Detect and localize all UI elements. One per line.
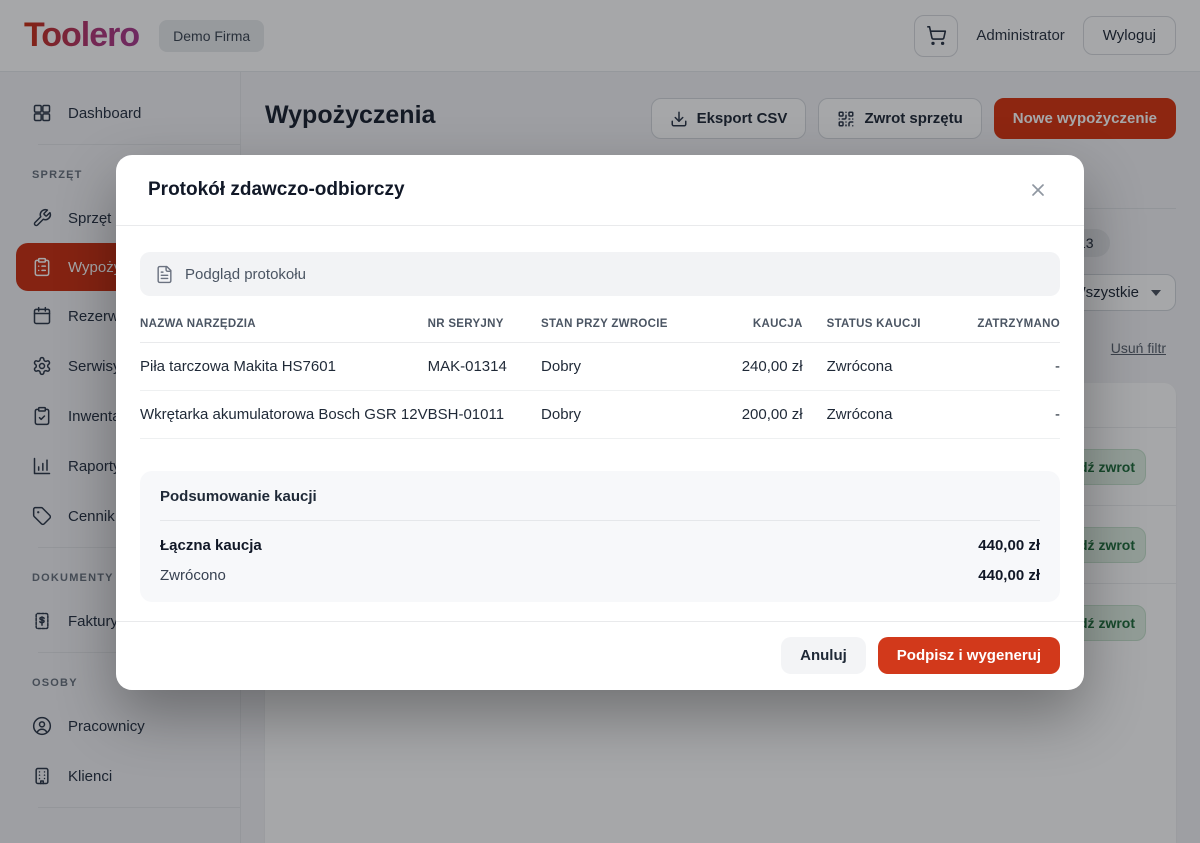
tag-icon (32, 506, 52, 526)
summary-total-row: Łączna kaucja 440,00 zł (160, 537, 1040, 554)
col-zatrzymano: Zatrzymano (951, 318, 1060, 343)
sign-and-generate-button[interactable]: Podpisz i wygeneruj (877, 637, 1060, 674)
download-icon (670, 110, 688, 128)
new-rental-label: Nowe wypożyczenie (1012, 110, 1157, 127)
close-button[interactable] (1024, 176, 1052, 204)
clipboard-check-icon (32, 406, 52, 426)
modal-header: Protokół zdawczo-odbiorczy (116, 155, 1084, 226)
sidebar-item-pracownicy[interactable]: Pracownicy (0, 701, 240, 751)
col-kaucja: Kaucja (704, 318, 803, 343)
table-row: Wkrętarka akumulatorowa Bosch GSR 12V BS… (140, 390, 1060, 439)
top-bar: Toolero Demo Firma Administrator Wyloguj (0, 0, 1200, 72)
modal-title: Protokół zdawczo-odbiorczy (148, 179, 405, 200)
serial-number: MAK-01314 (427, 342, 542, 391)
deposit-summary-card: Podsumowanie kaucji Łączna kaucja 440,00… (140, 471, 1060, 602)
export-csv-button[interactable]: Eksport CSV (650, 98, 807, 139)
sidebar-item-raporty[interactable]: Raporty (0, 441, 240, 491)
sidebar-item-label: Pracownicy (68, 717, 145, 735)
logout-button[interactable]: Wyloguj (1082, 16, 1176, 55)
return-equipment-label: Zwrot sprzętu (864, 110, 963, 127)
serial-number: BSH-01011 (427, 390, 542, 439)
user-role-label: Administrator (976, 27, 1065, 44)
sidebar-item-serwisy[interactable]: Serwisy (0, 341, 240, 391)
summary-title: Podsumowanie kaucji (160, 488, 317, 505)
sidebar-item-cennik[interactable]: Cennik (0, 491, 240, 541)
deposit-status: Zwrócona (802, 390, 952, 439)
document-icon (155, 265, 174, 284)
total-deposit-value: 440,00 zł (978, 537, 1040, 554)
filter-dropdown-value: Wszystkie (1071, 284, 1140, 301)
sidebar-item-label: Sprzęt (68, 209, 112, 227)
deposit-status: Zwrócona (802, 342, 952, 391)
company-badge: Demo Firma (159, 19, 265, 52)
clipboard-list-icon (32, 257, 52, 277)
sidebar-item-dashboard[interactable]: Dashboard (0, 88, 240, 138)
total-deposit-label: Łączna kaucja (160, 537, 262, 554)
col-nazwa-narzedzia: Nazwa narzędzia (140, 318, 428, 343)
sidebar-item-klienci[interactable]: Klienci (0, 751, 240, 801)
deposit-amount: 200,00 zł (704, 390, 803, 439)
return-equipment-button[interactable]: Zwrot sprzętu (818, 98, 982, 139)
returned-label: Zwrócono (160, 567, 226, 584)
export-csv-label: Eksport CSV (696, 110, 788, 127)
col-nr-seryjny: Nr seryjny (427, 318, 542, 343)
chevron-down-icon (1151, 289, 1161, 296)
bar-chart-icon (32, 456, 52, 476)
wrench-icon (32, 208, 52, 228)
sidebar-item-label: Serwisy (68, 357, 121, 375)
tool-name: Piła tarczowa Makita HS7601 (140, 342, 428, 391)
user-circle-icon (32, 716, 52, 736)
condition-status: Dobry (541, 390, 705, 439)
page-title: Wypożyczenia (265, 101, 436, 129)
sidebar-divider (38, 144, 240, 145)
sidebar-section-sprzet: SPRZĘT (32, 169, 83, 181)
retained-amount: - (951, 342, 1060, 391)
page-actions: Eksport CSV Zwrot sprzętu Nowe wypożycze… (650, 98, 1176, 139)
returned-value: 440,00 zł (978, 567, 1040, 584)
sidebar-item-label: Faktury (68, 612, 119, 630)
modal-body: Podgląd protokołu Nazwa narzędzia Nr ser… (116, 226, 1084, 621)
protocol-modal: Protokół zdawczo-odbiorczy Podgląd proto… (116, 155, 1084, 690)
shopping-cart-icon (926, 25, 947, 46)
cancel-button[interactable]: Anuluj (781, 637, 866, 674)
col-stan-przy-zwrocie: Stan przy zwrocie (541, 318, 705, 343)
dashboard-grid-icon (32, 103, 52, 123)
sidebar-item-label: Dashboard (68, 104, 142, 122)
col-status-kaucji: Status kaucji (802, 318, 952, 343)
building-icon (32, 766, 52, 786)
sidebar-section-dokumenty: DOKUMENTY (32, 572, 114, 584)
sidebar-item-label: Cennik (68, 507, 115, 525)
sidebar-section-osoby: OSOBY (32, 677, 78, 689)
table-header-row: Nazwa narzędzia Nr seryjny Stan przy zwr… (140, 318, 1060, 343)
table-row: Piła tarczowa Makita HS7601 MAK-01314 Do… (140, 342, 1060, 391)
calendar-icon (32, 306, 52, 326)
condition-status: Dobry (541, 342, 705, 391)
close-icon (1028, 180, 1048, 200)
summary-divider (160, 520, 1040, 521)
tool-name: Wkrętarka akumulatorowa Bosch GSR 12V (140, 390, 428, 439)
invoice-icon (32, 611, 52, 631)
deposit-amount: 240,00 zł (704, 342, 803, 391)
summary-returned-row: Zwrócono 440,00 zł (160, 567, 1040, 584)
clear-filter-link[interactable]: Usuń filtr (1110, 340, 1166, 356)
sidebar-item-faktury[interactable]: Faktury (0, 596, 240, 646)
qr-code-icon (837, 110, 855, 128)
protocol-preview-label: Podgląd protokołu (185, 265, 306, 283)
retained-amount: - (951, 390, 1060, 439)
sidebar-item-label: Klienci (68, 767, 113, 785)
sidebar-item-sprzet[interactable]: Sprzęt (0, 193, 240, 243)
sidebar-item-label: Raporty (68, 457, 121, 475)
modal-footer: Anuluj Podpisz i wygeneruj (116, 621, 1084, 690)
sidebar-divider (38, 807, 240, 808)
new-rental-button[interactable]: Nowe wypożyczenie (993, 98, 1176, 139)
app-logo: Toolero (24, 16, 140, 54)
protocol-preview-button[interactable]: Podgląd protokołu (140, 252, 1060, 296)
protocol-table: Nazwa narzędzia Nr seryjny Stan przy zwr… (140, 318, 1060, 439)
gear-icon (32, 356, 52, 376)
cart-button[interactable] (914, 14, 959, 57)
